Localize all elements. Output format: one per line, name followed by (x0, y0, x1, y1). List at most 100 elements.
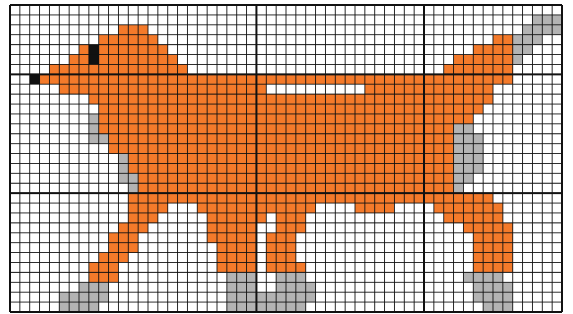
pixel-cell (355, 154, 365, 164)
pixel-cell (296, 154, 306, 164)
pixel-cell (454, 134, 464, 144)
pixel-cell (375, 163, 385, 173)
pixel-cell (197, 84, 207, 94)
pixel-cell (483, 84, 493, 94)
pixel-cell (365, 193, 375, 203)
pixel-cell (168, 104, 178, 114)
pixel-cell (227, 213, 237, 223)
pixel-cell (385, 154, 395, 164)
pixel-cell (552, 25, 562, 35)
pixel-cell (493, 292, 503, 302)
pixel-cell (375, 84, 385, 94)
pixel-cell (483, 55, 493, 65)
pixel-cell (148, 124, 158, 134)
pixel-cell (286, 104, 296, 114)
pixel-cell (237, 104, 247, 114)
pixel-cell (207, 114, 217, 124)
pixel-cell (325, 94, 335, 104)
pixel-cell (394, 94, 404, 104)
pixel-cell (109, 262, 119, 272)
pixel-cell (227, 163, 237, 173)
pixel-cell (306, 74, 316, 84)
pixel-cell (197, 134, 207, 144)
pixel-cell (424, 104, 434, 114)
pixel-cell (316, 134, 326, 144)
pixel-cell (207, 74, 217, 84)
pixel-cell (385, 183, 395, 193)
pixel-cell (178, 84, 188, 94)
pixel-cell (552, 15, 562, 25)
pixel-cell (178, 173, 188, 183)
pixel-cell (286, 233, 296, 243)
pixel-cell (237, 163, 247, 173)
pixel-cell (454, 84, 464, 94)
pixel-cell (118, 223, 128, 233)
pixel-cell (444, 74, 454, 84)
pixel-cell (286, 203, 296, 213)
pixel-cell (404, 144, 414, 154)
pixel-cell (444, 173, 454, 183)
pixel-cell (483, 203, 493, 213)
pixel-cell (217, 74, 227, 84)
pixel-cell (365, 104, 375, 114)
pixel-cell (118, 124, 128, 134)
pixel-cell (385, 114, 395, 124)
pixel-cell (237, 74, 247, 84)
pixel-cell (493, 262, 503, 272)
pixel-cell (335, 193, 345, 203)
pixel-cell (365, 124, 375, 134)
pixel-cell (394, 144, 404, 154)
pixel-cell (434, 154, 444, 164)
pixel-cell (296, 163, 306, 173)
pixel-cell (404, 193, 414, 203)
pixel-cell (325, 74, 335, 84)
pixel-cell (168, 193, 178, 203)
pixel-cell (247, 233, 257, 243)
pixel-cell (473, 45, 483, 55)
pixel-cell (148, 154, 158, 164)
pixel-cell (493, 253, 503, 263)
pixel-cell (473, 253, 483, 263)
pixel-cell (168, 144, 178, 154)
pixel-cell (365, 74, 375, 84)
pixel-cell (207, 144, 217, 154)
pixel-cell (138, 163, 148, 173)
pixel-cell (168, 84, 178, 94)
pixel-cell (286, 114, 296, 124)
pixel-cell (286, 302, 296, 312)
pixel-cell (286, 144, 296, 154)
pixel-cell (99, 124, 109, 134)
pixel-cell (237, 144, 247, 154)
pixel-cell (168, 55, 178, 65)
pixel-cell (207, 203, 217, 213)
pixel-cell (296, 193, 306, 203)
pixel-cell (473, 154, 483, 164)
pixel-cell (69, 292, 79, 302)
pixel-cell (473, 243, 483, 253)
pixel-cell (286, 243, 296, 253)
pixel-cell (335, 154, 345, 164)
pixel-cell (306, 282, 316, 292)
pixel-cell (40, 74, 50, 84)
pixel-cell (404, 114, 414, 124)
pixel-cell (247, 223, 257, 233)
pixel-cell (513, 35, 523, 45)
pixel-cell (276, 173, 286, 183)
pixel-cell (434, 114, 444, 124)
pixel-cell (434, 124, 444, 134)
pixel-cell (276, 302, 286, 312)
pixel-cell (109, 94, 119, 104)
pixel-cell (473, 84, 483, 94)
pixel-cell (424, 154, 434, 164)
pixel-cell (168, 183, 178, 193)
pixel-cell (316, 163, 326, 173)
pixel-cell (256, 292, 266, 302)
pixel-cell (109, 104, 119, 114)
pixel-cell (217, 84, 227, 94)
pixel-cell (237, 124, 247, 134)
pixel-cell (483, 243, 493, 253)
pixel-cell (483, 223, 493, 233)
pixel-cell (128, 223, 138, 233)
page: {} (() => { const data = JSON.parse(docu… (0, 0, 573, 314)
pixel-cell (345, 104, 355, 114)
